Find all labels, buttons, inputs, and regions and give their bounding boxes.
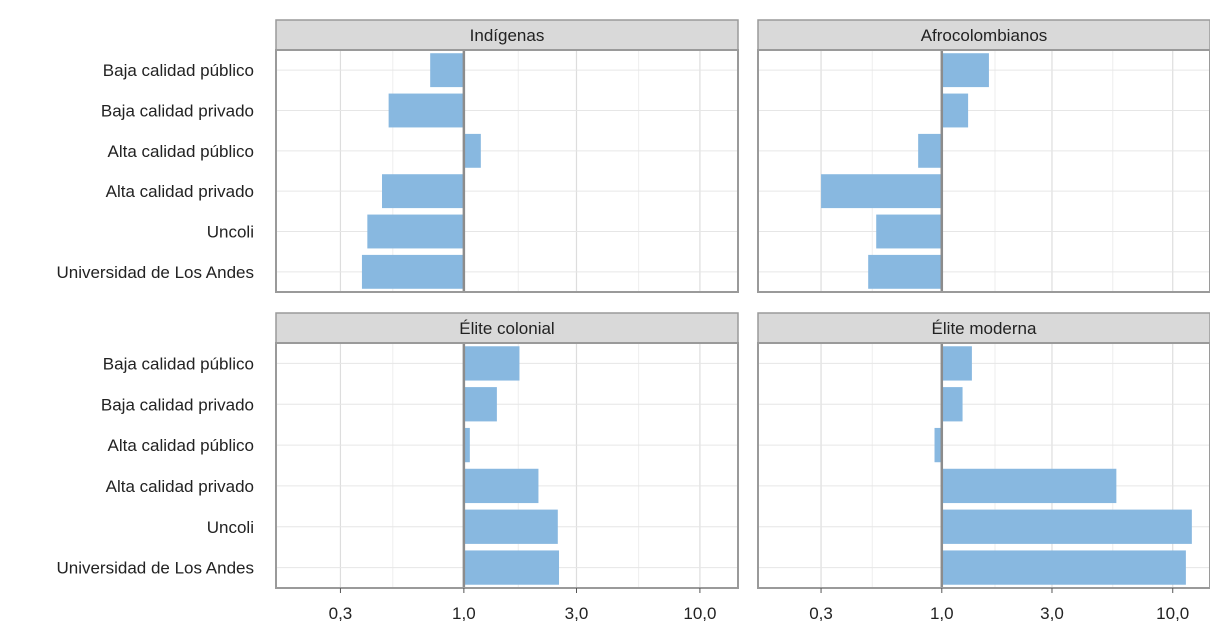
- panel-strip: [275, 19, 739, 51]
- plot-background: [758, 343, 1210, 588]
- x-tick-label: 3,0: [565, 604, 589, 621]
- panel-border: [757, 49, 1210, 293]
- plot-background: [276, 343, 738, 588]
- x-tick-label: 1,0: [930, 604, 954, 621]
- bar: [941, 387, 963, 422]
- bar: [463, 427, 470, 463]
- x-tick-label: 10,0: [1156, 604, 1189, 621]
- category-label: Universidad de Los Andes: [56, 559, 254, 578]
- bar: [463, 387, 497, 422]
- bar: [934, 427, 942, 463]
- bar: [361, 254, 464, 289]
- bar: [821, 174, 942, 209]
- x-tick-label: 3,0: [1040, 604, 1064, 621]
- bar: [941, 509, 1192, 544]
- category-label: Alta calidad privado: [106, 182, 254, 201]
- category-label: Alta calidad público: [108, 436, 254, 455]
- category-label: Uncoli: [207, 223, 254, 242]
- panel-title: Afrocolombianos: [921, 26, 1048, 45]
- panel-title: Élite colonial: [459, 319, 554, 338]
- bar: [918, 133, 942, 168]
- x-tick-label: 0,3: [809, 604, 833, 621]
- panel-strip: [757, 19, 1210, 51]
- bar: [463, 133, 481, 168]
- category-label: Baja calidad privado: [101, 102, 254, 121]
- bar: [430, 53, 464, 88]
- bar: [463, 550, 560, 585]
- plot-background: [758, 50, 1210, 292]
- bar: [868, 254, 942, 289]
- category-label: Baja calidad privado: [101, 395, 254, 414]
- panel-title: Indígenas: [470, 26, 545, 45]
- x-tick-label: 10,0: [683, 604, 716, 621]
- panel-title: Élite moderna: [932, 319, 1037, 338]
- panel-2: Afrocolombianos: [757, 19, 1210, 293]
- category-label: Universidad de Los Andes: [56, 263, 254, 282]
- category-label: Baja calidad público: [103, 61, 254, 80]
- bar: [941, 93, 969, 128]
- bar: [382, 174, 464, 209]
- bar: [388, 93, 464, 128]
- bar: [463, 346, 520, 381]
- bar: [941, 346, 972, 381]
- panel-border: [757, 342, 1210, 589]
- panel-border: [275, 342, 739, 589]
- category-label: Uncoli: [207, 518, 254, 537]
- bar: [463, 468, 539, 504]
- category-label: Alta calidad público: [108, 142, 254, 161]
- panel-border: [275, 49, 739, 293]
- bar: [941, 550, 1186, 585]
- bar: [463, 509, 558, 544]
- bar: [876, 214, 942, 249]
- bar: [367, 214, 464, 249]
- panel-1: Indígenas Baja calidad público Baja calida…: [56, 19, 739, 293]
- category-label: Alta calidad privado: [106, 477, 254, 496]
- panel-3: Élite colonial Baja calidad público Baja c…: [56, 312, 739, 621]
- bar: [941, 468, 1117, 504]
- x-tick-label: 0,3: [329, 604, 353, 621]
- bar: [941, 53, 989, 88]
- category-label: Baja calidad público: [103, 354, 254, 373]
- panel-4: Élite moderna 0,3 1,0 3,0 10,0: [757, 312, 1210, 621]
- plot-background: [276, 50, 738, 292]
- x-tick-label: 1,0: [452, 604, 476, 621]
